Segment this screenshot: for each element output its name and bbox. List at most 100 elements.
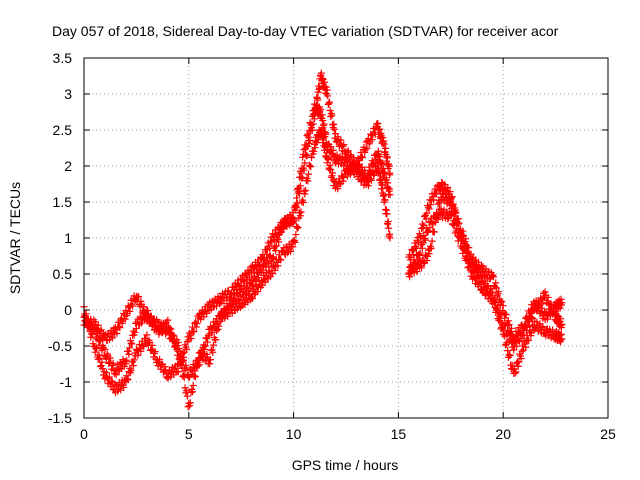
- data-points: [80, 69, 566, 411]
- data-point: [367, 175, 375, 183]
- data-point: [305, 161, 313, 169]
- data-point: [368, 136, 376, 144]
- data-point: [178, 364, 186, 372]
- data-point: [98, 358, 106, 366]
- data-point: [330, 125, 338, 133]
- data-point: [486, 288, 494, 296]
- data-point: [174, 368, 182, 376]
- data-point: [418, 264, 426, 272]
- data-point: [492, 284, 500, 292]
- data-point: [469, 255, 477, 263]
- data-point: [358, 153, 366, 161]
- data-point: [421, 234, 429, 242]
- data-point: [91, 348, 99, 356]
- y-tick-label: 0: [64, 302, 72, 318]
- data-point: [460, 246, 468, 254]
- data-point: [337, 136, 345, 144]
- data-point: [517, 355, 525, 363]
- data-point: [409, 247, 417, 255]
- data-point: [378, 159, 386, 167]
- data-point: [446, 188, 454, 196]
- data-point: [287, 218, 295, 226]
- data-point: [455, 219, 463, 227]
- data-point: [115, 323, 123, 331]
- data-point: [385, 162, 393, 170]
- data-point: [386, 169, 394, 177]
- data-point: [193, 320, 201, 328]
- data-point: [429, 193, 437, 201]
- data-point: [263, 250, 271, 258]
- data-point: [463, 247, 471, 255]
- data-point: [496, 317, 504, 325]
- data-point: [527, 332, 535, 340]
- data-point: [510, 346, 518, 354]
- y-tick-label: 2.5: [53, 122, 73, 138]
- data-point: [94, 355, 102, 363]
- data-point: [511, 369, 519, 377]
- data-point: [276, 225, 284, 233]
- data-point: [278, 219, 286, 227]
- data-point: [361, 146, 369, 154]
- data-point: [434, 200, 442, 208]
- data-point: [147, 346, 155, 354]
- data-point: [384, 217, 392, 225]
- data-point: [224, 306, 232, 314]
- data-point: [137, 347, 145, 355]
- data-point: [137, 297, 145, 305]
- data-point: [482, 290, 490, 298]
- data-point: [298, 164, 306, 172]
- data-point: [260, 255, 268, 263]
- data-point: [427, 244, 435, 252]
- data-point: [236, 304, 244, 312]
- data-point: [261, 278, 269, 286]
- data-point: [165, 324, 173, 332]
- data-point: [410, 269, 418, 277]
- data-point: [503, 339, 511, 347]
- data-point: [427, 201, 435, 209]
- data-point: [273, 234, 281, 242]
- data-point: [558, 299, 566, 307]
- x-tick-label: 10: [286, 426, 302, 442]
- data-point: [485, 291, 493, 299]
- data-point: [440, 186, 448, 194]
- data-point: [380, 140, 388, 148]
- data-point: [500, 327, 508, 335]
- data-point: [120, 377, 128, 385]
- data-point: [210, 341, 218, 349]
- data-point: [174, 342, 182, 350]
- data-point: [214, 325, 222, 333]
- data-point: [433, 190, 441, 198]
- data-point: [495, 316, 503, 324]
- data-point: [97, 326, 105, 334]
- data-point: [212, 336, 220, 344]
- data-point: [505, 321, 513, 329]
- data-point: [513, 342, 521, 350]
- data-point: [326, 106, 334, 114]
- data-point: [183, 387, 191, 395]
- data-point: [226, 290, 234, 298]
- data-point: [132, 319, 140, 327]
- data-point: [210, 303, 218, 311]
- data-point: [353, 166, 361, 174]
- data-point: [186, 402, 194, 410]
- data-point: [477, 262, 485, 270]
- data-point: [122, 360, 130, 368]
- y-tick-label: 0.5: [53, 266, 73, 282]
- data-point: [425, 218, 433, 226]
- data-point: [549, 308, 557, 316]
- data-point: [102, 355, 110, 363]
- data-point: [254, 288, 262, 296]
- data-point: [329, 169, 337, 177]
- data-point: [459, 227, 467, 235]
- data-point: [120, 383, 128, 391]
- data-point: [363, 144, 371, 152]
- data-point: [504, 321, 512, 329]
- data-point: [292, 203, 300, 211]
- data-point: [192, 323, 200, 331]
- data-point: [125, 350, 133, 358]
- y-tick-label: 1.5: [53, 194, 73, 210]
- data-point: [224, 303, 232, 311]
- data-point: [431, 218, 439, 226]
- data-point: [128, 340, 136, 348]
- data-point: [430, 228, 438, 236]
